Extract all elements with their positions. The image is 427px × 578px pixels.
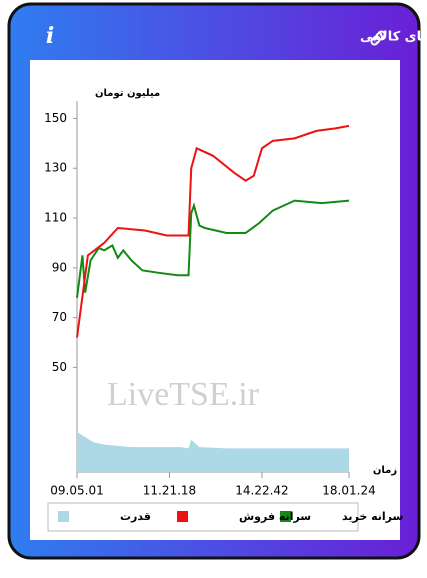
link-icon[interactable] [370, 30, 386, 46]
area [77, 432, 349, 472]
legend-item[interactable]: قدرت [58, 510, 151, 523]
y-tick-label: 70 [52, 310, 67, 324]
y-tick-label: 50 [52, 360, 67, 374]
x-axis-label: زمان [373, 465, 397, 476]
legend-swatch [177, 511, 188, 522]
legend-label: سرانه خرید [342, 510, 403, 523]
line [76, 124, 350, 338]
x-tick-label: 18.01.24 [322, 484, 375, 498]
x-tick-label: 11.21.18 [143, 484, 196, 498]
info-icon[interactable]: i [46, 23, 54, 49]
legend [47, 502, 359, 532]
watermark: LiveTSE.ir [107, 376, 260, 413]
y-tick-label: 130 [44, 161, 67, 175]
y-tick-label: 90 [52, 260, 67, 274]
legend-label: قدرت [120, 510, 151, 523]
x-tick-label: 09.05.01 [50, 484, 103, 498]
chart-title: سرانه ی خرید و فروش حقیقی در صندوق های ک… [360, 30, 427, 45]
y-axis-label: میلیون تومان [95, 88, 160, 99]
legend-swatch [280, 511, 291, 522]
y-tick-label: 150 [44, 111, 67, 125]
legend-label: سرانه فروش [239, 510, 311, 523]
legend-item[interactable]: سرانه فروش [177, 510, 311, 523]
x-tick-label: 14.22.42 [235, 484, 288, 498]
y-tick-label: 110 [44, 211, 67, 225]
legend-item[interactable]: سرانه خرید [280, 510, 403, 523]
legend-swatch [58, 511, 69, 522]
